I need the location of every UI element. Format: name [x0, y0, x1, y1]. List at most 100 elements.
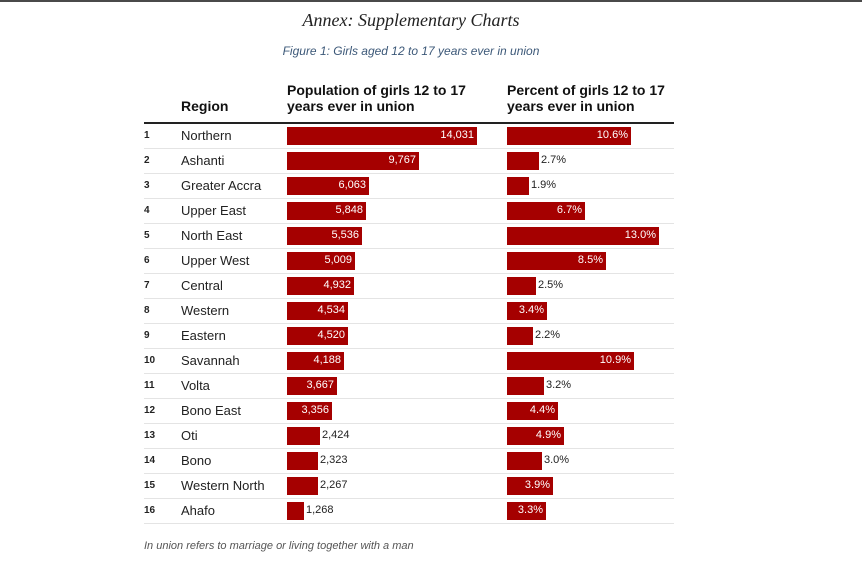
region-label: Oti: [181, 428, 198, 443]
column-header-percent: Percent of girls 12 to 17 years ever in …: [507, 82, 665, 114]
region-label: Ashanti: [181, 153, 225, 168]
figure-caption: Figure 1: Girls aged 12 to 17 years ever…: [282, 44, 540, 58]
table-row: 13 Oti 2,424 4.9%: [144, 424, 674, 449]
population-value-label: 3,667: [306, 379, 334, 391]
region-label: Savannah: [181, 353, 240, 368]
percent-value-label: 10.6%: [596, 129, 628, 141]
population-bar: [287, 452, 318, 470]
population-value-label: 2,424: [322, 429, 350, 441]
rank-number: 4: [144, 205, 150, 216]
percent-bar: [507, 402, 558, 420]
population-bar: [287, 177, 369, 195]
percent-bar: [507, 502, 546, 520]
region-label: Bono: [181, 453, 212, 468]
population-bar: [287, 402, 332, 420]
rank-number: 11: [144, 380, 155, 391]
population-bar: [287, 477, 318, 495]
population-value-label: 4,188: [313, 354, 341, 366]
table-row: 4 Upper East 5,848 6.7%: [144, 199, 674, 224]
percent-bar: [507, 327, 533, 345]
percent-value-label: 13.0%: [624, 229, 656, 241]
region-label: Greater Accra: [181, 178, 262, 193]
population-value-label: 2,267: [320, 479, 348, 491]
rank-number: 6: [144, 255, 150, 266]
region-label: Western North: [181, 478, 265, 493]
table-row: 6 Upper West 5,009 8.5%: [144, 249, 674, 274]
percent-bar: [507, 452, 542, 470]
population-bar: [287, 152, 419, 170]
population-value-label: 5,848: [335, 204, 363, 216]
percent-bar: [507, 277, 536, 295]
region-label: Central: [181, 278, 223, 293]
table-row: 16 Ahafo 1,268 3.3%: [144, 499, 674, 524]
percent-bar: [507, 227, 659, 245]
population-bar: [287, 352, 344, 370]
table-row: 14 Bono 2,323 3.0%: [144, 449, 674, 474]
percent-value-label: 1.9%: [531, 179, 557, 191]
table-row: 15 Western North 2,267 3.9%: [144, 474, 674, 499]
percent-value-label: 2.5%: [538, 279, 564, 291]
footnote: In union refers to marriage or living to…: [144, 540, 414, 552]
rank-number: 2: [144, 155, 150, 166]
percent-bar: [507, 377, 544, 395]
table-row: 5 North East 5,536 13.0%: [144, 224, 674, 249]
percent-bar: [507, 477, 553, 495]
population-value-label: 2,323: [320, 454, 348, 466]
population-value-label: 5,009: [324, 254, 352, 266]
rank-number: 5: [144, 230, 150, 241]
population-value-label: 1,268: [306, 504, 334, 516]
percent-bar: [507, 202, 585, 220]
annex-title: Annex: Supplementary Charts: [302, 10, 520, 30]
population-bar: [287, 327, 348, 345]
percent-value-label: 3.2%: [546, 379, 572, 391]
rank-number: 3: [144, 180, 150, 191]
rank-number: 9: [144, 330, 150, 341]
rank-number: 16: [144, 505, 156, 516]
population-value-label: 4,520: [317, 329, 345, 341]
rank-number: 14: [144, 455, 156, 466]
percent-bar: [507, 252, 606, 270]
table-row: 8 Western 4,534 3.4%: [144, 299, 674, 324]
table-row: 10 Savannah 4,188 10.9%: [144, 349, 674, 374]
percent-bar: [507, 427, 564, 445]
percent-bar: [507, 352, 634, 370]
table-row: 2 Ashanti 9,767 2.7%: [144, 149, 674, 174]
rank-number: 13: [144, 430, 156, 441]
percent-value-label: 10.9%: [599, 354, 631, 366]
rank-number: 15: [144, 480, 156, 491]
percent-value-label: 2.7%: [541, 154, 567, 166]
region-label: Eastern: [181, 328, 226, 343]
population-bar: [287, 427, 320, 445]
percent-bar: [507, 177, 529, 195]
column-header-population: Population of girls 12 to 17 years ever …: [287, 82, 466, 114]
population-bar: [287, 127, 477, 145]
bar-table: 1 Northern 14,031 10.6% 2 Ashanti 9,767 2.7% 3 Gr…: [144, 124, 674, 524]
population-bar: [287, 277, 354, 295]
percent-bar: [507, 127, 631, 145]
population-value-label: 4,932: [323, 279, 351, 291]
population-value-label: 14,031: [440, 129, 474, 141]
percent-value-label: 3.0%: [544, 454, 570, 466]
percent-value-label: 4.4%: [529, 404, 555, 416]
region-label: Upper West: [181, 253, 250, 268]
population-bar: [287, 227, 362, 245]
region-label: Ahafo: [181, 503, 215, 518]
region-label: Northern: [181, 128, 232, 143]
percent-value-label: 2.2%: [535, 329, 561, 341]
rank-number: 7: [144, 280, 150, 291]
region-label: North East: [181, 228, 243, 243]
table-row: 12 Bono East 3,356 4.4%: [144, 399, 674, 424]
table-row: 11 Volta 3,667 3.2%: [144, 374, 674, 399]
population-bar: [287, 302, 348, 320]
percent-bar: [507, 302, 547, 320]
region-label: Western: [181, 303, 230, 318]
rank-number: 10: [144, 355, 156, 366]
percent-value-label: 3.4%: [518, 304, 544, 316]
population-bar: [287, 252, 355, 270]
header-rule: [144, 122, 674, 124]
percent-value-label: 8.5%: [577, 254, 603, 266]
percent-bar: [507, 152, 539, 170]
table-row: 3 Greater Accra 6,063 1.9%: [144, 174, 674, 199]
percent-value-label: 6.7%: [556, 204, 582, 216]
table-row: 9 Eastern 4,520 2.2%: [144, 324, 674, 349]
